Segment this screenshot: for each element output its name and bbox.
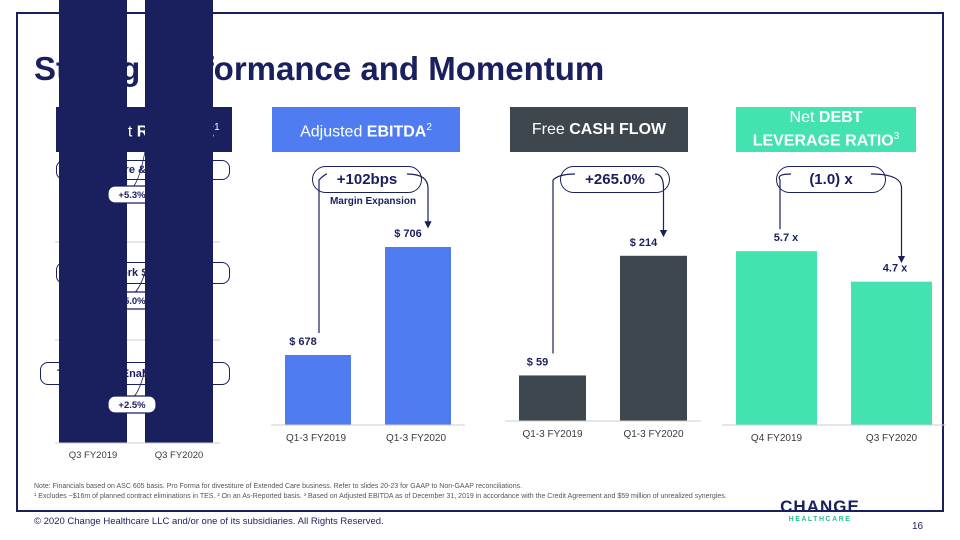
ebitda-header: Adjusted EBITDA2 (272, 107, 460, 152)
change-healthcare-logo: CHANGE HEALTHCARE (780, 497, 860, 523)
copyright-footer: © 2020 Change Healthcare LLC and/or one … (34, 516, 384, 527)
footnote-line-2: ¹ Excludes ~$16m of planned contract eli… (34, 493, 727, 500)
leverage-header: Net DEBT LEVERAGE RATIO3 (736, 107, 916, 152)
cash-change-pill: +265.0% (560, 166, 670, 193)
footnote-line-1: Note: Financials based on ASC 605 basis.… (34, 483, 523, 490)
revenue-header: Segment REVENUE1 (56, 107, 232, 152)
page-title: Strong Performance and Momentum (34, 50, 605, 87)
segment-pill-software: Software & Analytics (56, 160, 230, 180)
cash-flow-header: Free CASH FLOW (510, 107, 688, 152)
slide-frame (16, 12, 944, 512)
segment-pill-tes: Technology-Enabled Services (40, 362, 230, 385)
ebitda-change-pill: +102bps (312, 166, 422, 193)
leverage-change-pill: (1.0) x (776, 166, 886, 193)
segment-pill-network: Network Solutions (56, 262, 230, 284)
page-number: 16 (912, 521, 924, 532)
